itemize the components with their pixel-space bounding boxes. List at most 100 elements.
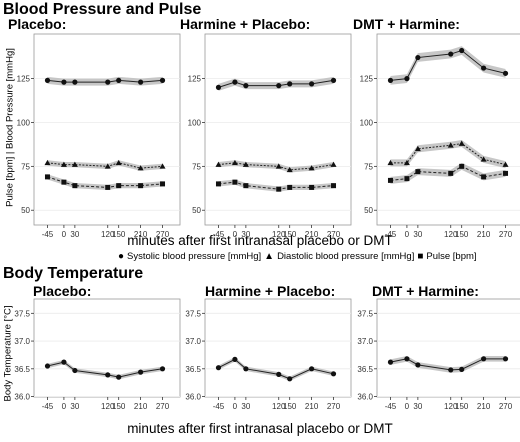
- data-point: [44, 363, 51, 369]
- y-tick-label: 50: [21, 206, 30, 215]
- series-band: [390, 140, 506, 169]
- data-point: [387, 359, 394, 365]
- panel-frame: [376, 33, 520, 226]
- data-point: [215, 365, 222, 371]
- x-tick-label: 120: [444, 402, 458, 411]
- data-point: [415, 54, 421, 61]
- series-band: [47, 359, 163, 380]
- data-point: [448, 367, 454, 373]
- data-point: [309, 184, 315, 190]
- data-point: [61, 359, 67, 365]
- data-point: [404, 176, 410, 182]
- data-point: [159, 163, 166, 169]
- x-tick-label: 30: [413, 230, 422, 239]
- bp-panel-title-placebo: Placebo:: [8, 16, 67, 32]
- data-point: [159, 77, 166, 83]
- panel-frame: [33, 33, 181, 226]
- data-point: [448, 170, 454, 176]
- data-point: [243, 366, 249, 372]
- data-point: [404, 356, 410, 362]
- data-point: [104, 163, 111, 169]
- data-point: [414, 145, 421, 152]
- x-tick-label: 30: [241, 230, 250, 239]
- bp-section-title: Blood Pressure and Pulse: [3, 1, 202, 18]
- x-tick-label: 120: [272, 230, 286, 239]
- temp-section-title: Body Temperature: [3, 265, 144, 282]
- data-point: [502, 161, 509, 167]
- x-tick-label: 150: [112, 230, 126, 239]
- y-tick-label: 125: [188, 75, 202, 84]
- bp-panel-title-harmine-placebo: Harmine + Placebo:: [180, 16, 311, 32]
- x-tick-label: 30: [70, 230, 79, 239]
- x-tick-label: -45: [42, 230, 54, 239]
- data-point: [459, 163, 465, 169]
- x-tick-label: 0: [233, 230, 238, 239]
- x-tick-label: -45: [385, 230, 397, 239]
- temp-panel-title-placebo: Placebo:: [33, 283, 92, 299]
- x-tick-label: 210: [305, 402, 319, 411]
- data-point: [415, 169, 421, 175]
- data-point: [215, 181, 221, 187]
- data-point: [403, 159, 410, 166]
- x-tick-label: 270: [156, 402, 170, 411]
- data-point: [481, 65, 487, 71]
- x-tick-label: 270: [499, 230, 513, 239]
- data-point: [448, 51, 454, 57]
- data-point: [458, 140, 465, 146]
- data-point: [44, 174, 50, 180]
- temp-panel-title-dmt-harmine: DMT + Harmine:: [372, 283, 479, 299]
- y-tick-label: 75: [364, 162, 373, 171]
- y-tick-label: 37.0: [185, 337, 201, 346]
- data-point: [309, 81, 315, 87]
- x-tick-label: -45: [42, 402, 54, 411]
- data-point: [61, 179, 67, 185]
- series-band: [47, 160, 163, 171]
- series-band: [218, 179, 334, 192]
- data-point: [72, 183, 78, 189]
- y-tick-label: 75: [192, 162, 201, 171]
- legend-square-icon: ■: [417, 251, 424, 262]
- x-tick-label: 270: [327, 402, 341, 411]
- x-tick-label: 150: [283, 402, 297, 411]
- data-point: [503, 170, 509, 176]
- data-point: [287, 184, 293, 190]
- data-point: [243, 83, 249, 89]
- data-point: [404, 76, 410, 82]
- data-point: [331, 183, 337, 189]
- y-tick-label: 36.0: [185, 393, 201, 402]
- y-tick-label: 36.5: [185, 365, 201, 374]
- x-tick-label: 30: [241, 402, 250, 411]
- x-tick-label: 270: [156, 230, 170, 239]
- data-point: [481, 174, 487, 180]
- series-band: [390, 162, 506, 184]
- data-point: [138, 369, 144, 375]
- y-tick-label: 37.5: [185, 309, 201, 318]
- data-point: [116, 374, 122, 380]
- x-tick-label: -45: [213, 402, 225, 411]
- legend-circle-icon: ●: [118, 251, 125, 262]
- data-point: [215, 84, 222, 90]
- data-point: [72, 367, 78, 374]
- data-point: [159, 366, 166, 372]
- data-point: [287, 81, 293, 87]
- y-tick-label: 36.0: [14, 393, 30, 402]
- y-tick-label: 36.5: [14, 365, 30, 374]
- y-tick-label: 36.5: [357, 365, 373, 374]
- data-point: [115, 159, 122, 166]
- y-tick-label: 50: [192, 206, 201, 215]
- data-point: [330, 77, 337, 83]
- x-tick-label: -45: [385, 402, 397, 411]
- data-point: [160, 181, 166, 187]
- x-tick-label: 120: [101, 402, 115, 411]
- temp-x-axis-label: minutes after first intranasal placebo o…: [127, 421, 393, 436]
- x-tick-label: 210: [477, 230, 491, 239]
- x-tick-label: 150: [455, 230, 469, 239]
- data-point: [276, 371, 282, 377]
- data-point: [242, 161, 249, 167]
- y-tick-label: 100: [188, 118, 202, 127]
- data-point: [231, 159, 238, 166]
- bp-x-axis-label: minutes after first intranasal placebo o…: [127, 233, 393, 248]
